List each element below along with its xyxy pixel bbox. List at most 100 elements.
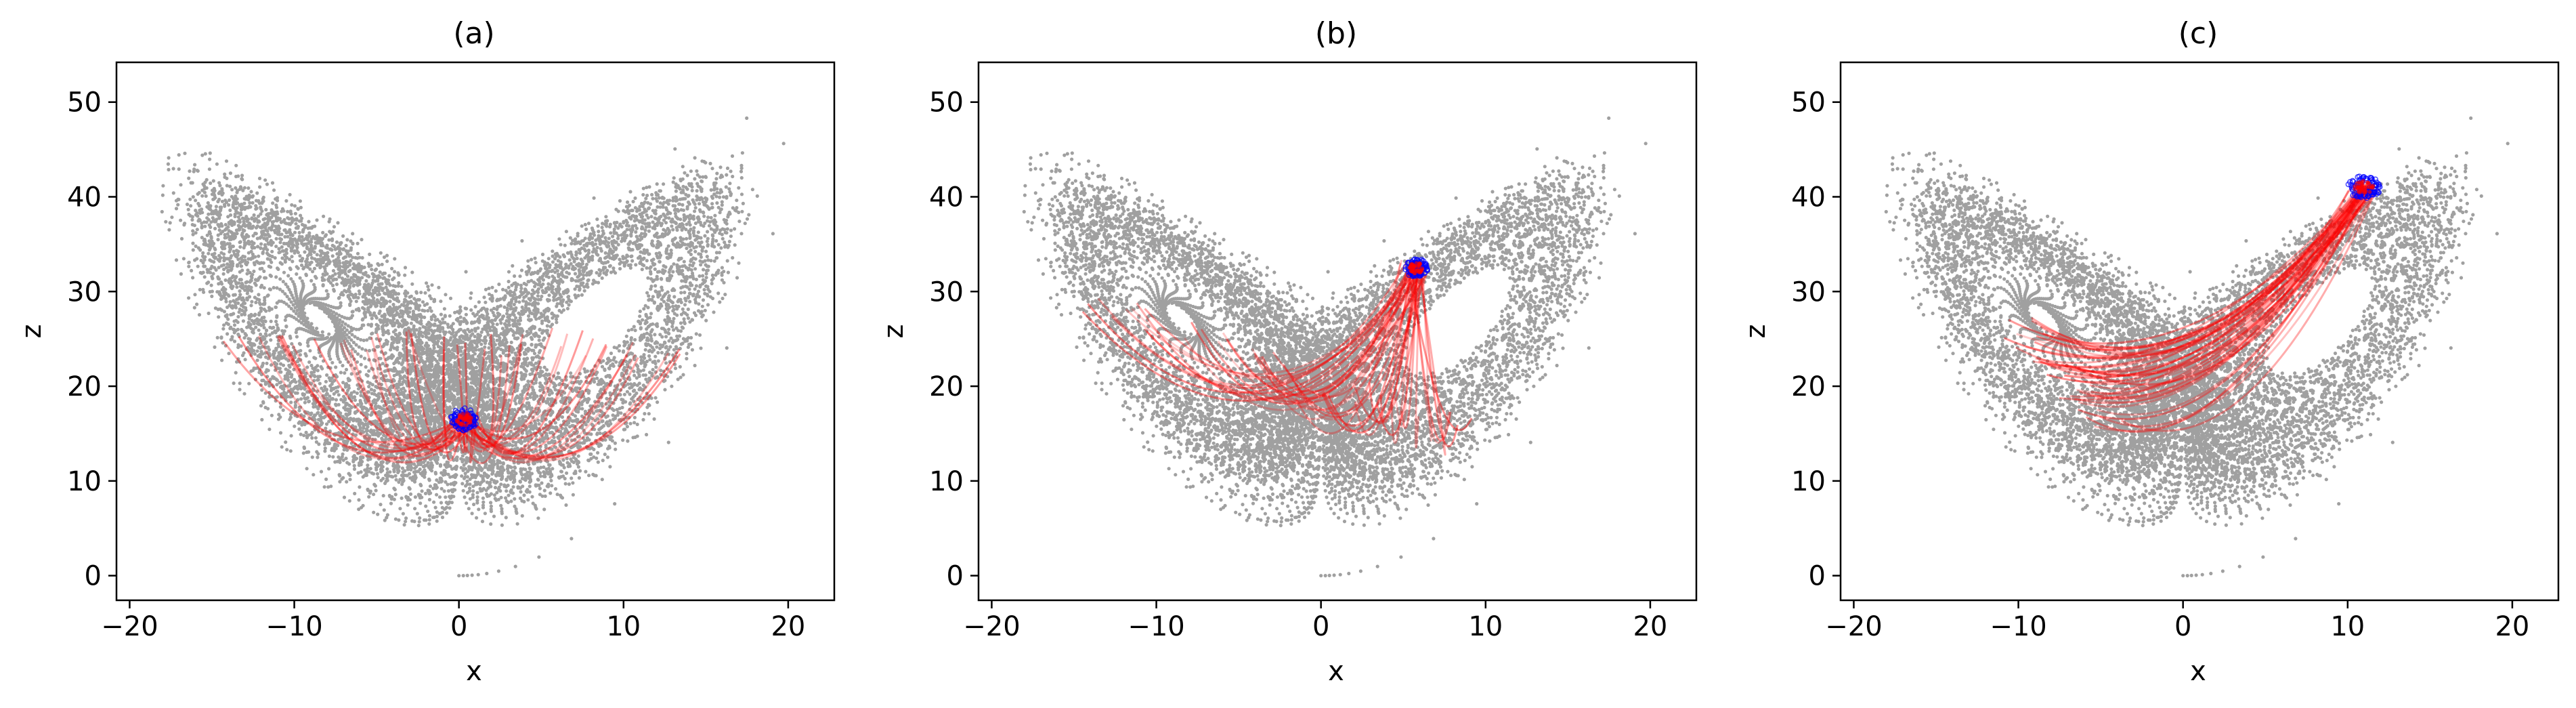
attractor-point	[613, 441, 618, 445]
attractor-point	[429, 309, 433, 313]
attractor-point	[236, 301, 240, 306]
attractor-point	[232, 339, 237, 343]
attractor-point	[344, 367, 349, 372]
attractor-point	[220, 358, 224, 362]
attractor-point	[394, 478, 398, 482]
attractor-point	[726, 270, 730, 274]
attractor-point	[297, 311, 301, 315]
attractor-point	[561, 290, 565, 294]
attractor-point	[202, 275, 207, 279]
attractor-point	[356, 471, 360, 475]
attractor-point	[367, 495, 371, 499]
attractor-point	[400, 466, 405, 470]
attractor-point	[580, 224, 584, 228]
attractor-point	[657, 196, 662, 200]
attractor-point	[288, 365, 292, 369]
attractor-point	[347, 331, 351, 335]
attractor-point	[720, 266, 724, 270]
attractor-point	[671, 304, 675, 308]
attractor-point	[517, 300, 521, 304]
attractor-point	[716, 243, 721, 247]
attractor-point	[686, 316, 691, 320]
attractor-point	[725, 166, 730, 170]
attractor-point	[353, 367, 357, 371]
attractor-point	[245, 297, 249, 301]
attractor-point	[561, 308, 566, 312]
attractor-point	[568, 236, 572, 240]
attractor-point	[217, 315, 221, 319]
attractor-point	[272, 286, 276, 290]
attractor-point	[320, 330, 324, 334]
attractor-point	[272, 220, 276, 224]
attractor-point	[475, 491, 479, 495]
attractor-point	[681, 237, 685, 241]
attractor-point	[324, 379, 328, 383]
attractor-point	[482, 295, 486, 299]
attractor-point	[309, 322, 314, 326]
attractor-point	[309, 278, 314, 283]
attractor-point	[237, 310, 241, 314]
attractor-point	[311, 402, 315, 406]
attractor-point	[415, 512, 419, 516]
attractor-point	[224, 159, 229, 163]
attractor-point	[353, 350, 358, 354]
attractor-point	[483, 345, 487, 349]
attractor-point	[710, 167, 714, 171]
attractor-point	[353, 411, 358, 415]
attractor-point	[352, 357, 356, 361]
attractor-point	[679, 236, 683, 240]
attractor-point	[179, 236, 184, 241]
attractor-point	[235, 190, 239, 194]
attractor-point	[700, 249, 704, 253]
attractor-point	[299, 320, 303, 325]
attractor-point	[346, 324, 350, 328]
attractor-point	[725, 259, 729, 263]
attractor-point	[317, 348, 321, 352]
attractor-point	[318, 381, 322, 386]
attractor-point	[269, 338, 273, 342]
attractor-point	[302, 322, 306, 327]
attractor-point	[739, 175, 744, 180]
attractor-point	[275, 301, 279, 305]
attractor-point	[356, 352, 360, 356]
attractor-point	[668, 345, 672, 349]
attractor-point	[306, 343, 310, 348]
attractor-point	[397, 360, 401, 365]
attractor-point	[509, 499, 513, 503]
attractor-point	[283, 318, 287, 322]
attractor-point	[715, 171, 719, 175]
attractor-point	[517, 311, 521, 315]
attractor-point	[351, 327, 356, 331]
attractor-point	[359, 362, 363, 367]
attractor-point	[301, 451, 305, 455]
attractor-point	[496, 569, 501, 573]
attractor-point	[645, 320, 649, 325]
attractor-point	[350, 333, 354, 337]
attractor-point	[604, 215, 608, 219]
attractor-point	[444, 495, 448, 499]
attractor-point	[660, 304, 664, 308]
attractor-point	[413, 495, 418, 499]
attractor-point	[349, 325, 353, 329]
attractor-point	[735, 199, 739, 203]
attractor-point	[513, 465, 517, 470]
attractor-point	[341, 320, 345, 324]
attractor-point	[179, 218, 183, 222]
attractor-point	[693, 257, 697, 261]
attractor-point	[281, 280, 285, 284]
attractor-point	[423, 491, 428, 496]
attractor-point	[240, 216, 245, 220]
attractor-point	[406, 503, 410, 507]
attractor-point	[344, 357, 348, 361]
attractor-point	[312, 473, 316, 477]
attractor-point	[373, 484, 378, 488]
attractor-point	[269, 319, 273, 323]
attractor-point	[696, 289, 701, 293]
attractor-point	[195, 302, 199, 306]
attractor-point	[576, 293, 580, 297]
attractor-point	[310, 430, 314, 435]
attractor-point	[537, 555, 541, 559]
attractor-point	[305, 325, 309, 329]
attractor-point	[534, 484, 538, 488]
attractor-point	[696, 230, 700, 234]
